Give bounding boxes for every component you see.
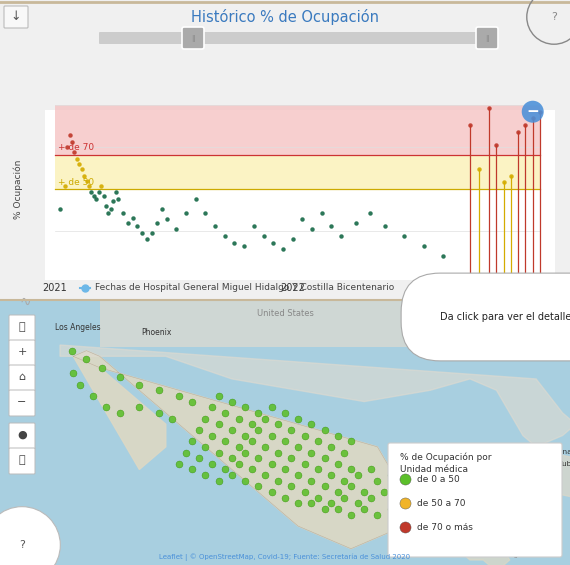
Text: Histórico % de Ocupación: Histórico % de Ocupación <box>191 9 379 25</box>
Bar <box>100 300 520 347</box>
Text: ||: || <box>484 34 490 41</box>
Text: Nicaragua: Nicaragua <box>492 552 527 558</box>
Text: % Ocupación: % Ocupación <box>13 159 23 219</box>
Text: La Habana: La Habana <box>531 449 570 455</box>
Polygon shape <box>60 345 570 447</box>
Polygon shape <box>417 520 510 565</box>
Text: ?: ? <box>19 540 25 550</box>
FancyBboxPatch shape <box>9 340 35 366</box>
Text: + de 70: + de 70 <box>58 144 94 153</box>
Bar <box>55 105 540 155</box>
Text: de 50 a 70: de 50 a 70 <box>417 498 466 507</box>
Text: −: − <box>526 104 539 119</box>
Text: ⛶: ⛶ <box>19 322 25 332</box>
Bar <box>0 0 570 295</box>
Text: ⌂: ⌂ <box>18 372 26 382</box>
FancyBboxPatch shape <box>9 390 35 416</box>
FancyBboxPatch shape <box>388 443 562 557</box>
FancyBboxPatch shape <box>4 6 28 28</box>
Text: de 0 a 50: de 0 a 50 <box>417 475 460 484</box>
Text: Honduras: Honduras <box>459 535 492 541</box>
Text: Cuba: Cuba <box>558 462 570 467</box>
Text: ↓: ↓ <box>11 11 21 24</box>
Bar <box>0 300 570 565</box>
Text: ∿: ∿ <box>19 295 31 309</box>
Text: ||: || <box>190 34 196 41</box>
Bar <box>45 110 555 280</box>
Text: ⎙: ⎙ <box>19 455 25 465</box>
Text: Leaflet | © OpenStreetMap, Covid-19; Fuente: Secretaría de Salud 2020: Leaflet | © OpenStreetMap, Covid-19; Fue… <box>160 553 410 561</box>
FancyBboxPatch shape <box>476 27 498 49</box>
Text: Ciudad
de Guatemala: Ciudad de Guatemala <box>413 527 457 538</box>
Text: % de Ocupación por: % de Ocupación por <box>400 453 491 463</box>
Text: −: − <box>17 397 27 407</box>
FancyBboxPatch shape <box>9 448 35 474</box>
FancyBboxPatch shape <box>99 32 491 44</box>
Text: Fechas de Hospital General Miguel Hidalgo Y Costilla Bicentenario: Fechas de Hospital General Miguel Hidalg… <box>95 284 394 293</box>
Text: ?: ? <box>551 12 557 22</box>
Bar <box>55 155 540 189</box>
Text: +: + <box>17 347 27 357</box>
Text: de 70 o más: de 70 o más <box>417 523 473 532</box>
Text: 2021: 2021 <box>43 283 67 293</box>
Text: Unidad médica: Unidad médica <box>400 465 468 474</box>
Polygon shape <box>73 351 463 549</box>
Polygon shape <box>496 453 570 503</box>
Circle shape <box>522 101 544 123</box>
Text: Phoenix: Phoenix <box>141 328 172 337</box>
Text: + de 50: + de 50 <box>58 178 94 187</box>
Text: ●: ● <box>17 430 27 440</box>
FancyBboxPatch shape <box>9 423 35 449</box>
FancyBboxPatch shape <box>9 365 35 391</box>
Text: 2022: 2022 <box>280 283 305 293</box>
FancyBboxPatch shape <box>182 27 204 49</box>
Text: Los Angeles: Los Angeles <box>55 323 101 332</box>
Text: United States: United States <box>256 308 314 318</box>
Polygon shape <box>73 357 166 470</box>
Polygon shape <box>417 481 470 537</box>
Text: 2023: 2023 <box>450 283 475 293</box>
Text: Da click para ver el detalle: Da click para ver el detalle <box>440 312 570 322</box>
FancyBboxPatch shape <box>9 315 35 341</box>
